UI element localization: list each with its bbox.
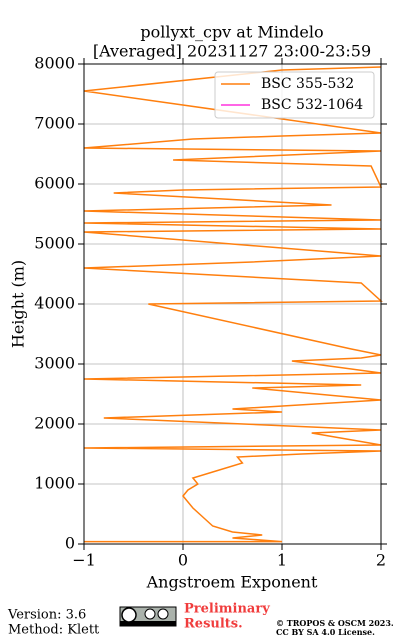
copyright: © TROPOS & OSCM 2023. [276,618,394,628]
legend-label: BSC 355-532 [261,76,354,92]
notice: Preliminary [184,602,270,617]
y-tick-label: 3000 [34,354,75,373]
y-tick-label: 5000 [34,234,75,253]
notice: Results. [184,617,243,632]
chart-title: [Averaged] 20231127 23:00-23:59 [93,42,371,61]
y-tick-label: 2000 [34,414,75,433]
x-tick-label: 1 [277,551,287,570]
y-tick-label: 0 [65,534,75,553]
chart-title: pollyxt_cpv at Mindelo [140,23,323,42]
y-tick-label: 6000 [34,174,75,193]
legend-label: BSC 532-1064 [261,97,363,113]
copyright: CC BY SA 4.0 License. [276,627,375,637]
plot-frame [83,63,382,545]
y-tick-label: 1000 [34,474,75,493]
y-tick-label: 8000 [34,54,75,73]
y-tick-label: 7000 [34,114,75,133]
data-line [83,66,383,543]
x-tick-label: 0 [178,551,188,570]
x-axis-label: Angstroem Exponent [146,573,318,592]
y-axis-label: Height (m) [9,260,28,348]
y-tick-label: 4000 [34,294,75,313]
x-tick-label: 2 [376,551,386,570]
x-tick-label: −1 [72,551,96,570]
cc-logo [119,606,177,627]
method: Method: Klett [8,623,100,638]
version: Version: 3.6 [7,608,86,623]
legend-box [214,71,375,119]
